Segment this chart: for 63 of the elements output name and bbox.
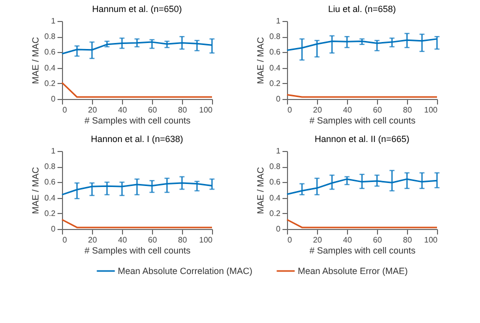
y-tick-label: 0.4 <box>44 193 56 202</box>
y-tick-label: 0.6 <box>44 48 56 57</box>
x-tick-label: 40 <box>118 236 128 244</box>
x-tick-label: 0 <box>62 236 68 244</box>
x-tick-label: 80 <box>403 106 412 114</box>
x-tick-label: 60 <box>373 106 382 114</box>
y-tick-label: 0 <box>51 224 56 234</box>
x-axis-title: # Samples with cell counts <box>309 116 416 126</box>
x-tick-label: 100 <box>199 106 214 114</box>
x-tick-label: 60 <box>148 236 158 244</box>
x-tick-label: 0 <box>62 106 68 114</box>
legend-label: Mean Absolute Error (MAE) <box>298 266 408 276</box>
y-tick-label: 0.2 <box>269 208 282 218</box>
y-tick-label: 0.2 <box>44 78 56 88</box>
y-tick-label: 0.8 <box>44 162 56 172</box>
y-tick-label: 0.8 <box>269 32 282 42</box>
y-tick-label: 0.4 <box>44 63 56 72</box>
x-tick-label: 80 <box>178 106 188 114</box>
x-tick-label: 60 <box>373 236 382 244</box>
y-tick-label: 0.4 <box>269 63 282 72</box>
x-tick-label: 100 <box>424 106 438 114</box>
y-tick-label: 0.8 <box>44 32 56 42</box>
y-axis-title: MAE / MAC <box>30 166 40 214</box>
y-tick-label: 0.6 <box>44 178 56 187</box>
y-tick-label: 0 <box>51 94 56 104</box>
x-tick-label: 80 <box>403 236 412 244</box>
x-tick-label: 100 <box>424 236 438 244</box>
y-tick-label: 0.4 <box>269 193 282 202</box>
x-axis-title: # Samples with cell counts <box>84 246 192 256</box>
x-tick-label: 20 <box>313 106 322 114</box>
chart-title: Hannum et al. (n=650) <box>92 4 182 14</box>
x-axis-title: # Samples with cell counts <box>309 246 416 256</box>
x-tick-label: 20 <box>88 236 98 244</box>
x-tick-label: 40 <box>343 236 352 244</box>
x-tick-label: 0 <box>288 106 292 114</box>
chart-title: Hannon et al. I (n=638) <box>90 134 184 144</box>
y-axis-title: MAE / MAC <box>255 36 266 84</box>
y-axis-title: MAE / MAC <box>30 36 40 84</box>
y-tick-label: 0.8 <box>269 162 282 172</box>
y-tick-label: 1 <box>51 146 56 156</box>
y-tick-label: 0.6 <box>269 178 282 187</box>
y-tick-label: 1 <box>276 146 282 156</box>
x-tick-label: 40 <box>118 106 128 114</box>
y-tick-label: 0.2 <box>44 208 56 218</box>
line-series <box>61 41 213 55</box>
y-tick-label: 0.2 <box>269 78 282 88</box>
y-tick-label: 1 <box>276 16 282 26</box>
y-tick-label: 1 <box>51 16 56 26</box>
x-tick-label: 20 <box>313 236 322 244</box>
x-tick-label: 40 <box>343 106 352 114</box>
chart-title: Liu et al. (n=658) <box>328 4 396 14</box>
x-tick-label: 100 <box>199 236 214 244</box>
x-tick-label: 60 <box>148 106 158 114</box>
x-tick-label: 80 <box>178 236 188 244</box>
y-tick-label: 0 <box>276 224 282 234</box>
x-axis-title: # Samples with cell counts <box>84 116 192 126</box>
chart-title: Hannon et al. II (n=665) <box>314 134 410 144</box>
x-tick-label: 0 <box>288 236 292 244</box>
x-tick-label: 20 <box>88 106 98 114</box>
y-tick-label: 0 <box>276 94 282 104</box>
legend-label: Mean Absolute Correlation (MAC) <box>118 266 252 276</box>
y-axis-title: MAE / MAC <box>255 166 266 214</box>
y-tick-label: 0.6 <box>269 48 282 57</box>
